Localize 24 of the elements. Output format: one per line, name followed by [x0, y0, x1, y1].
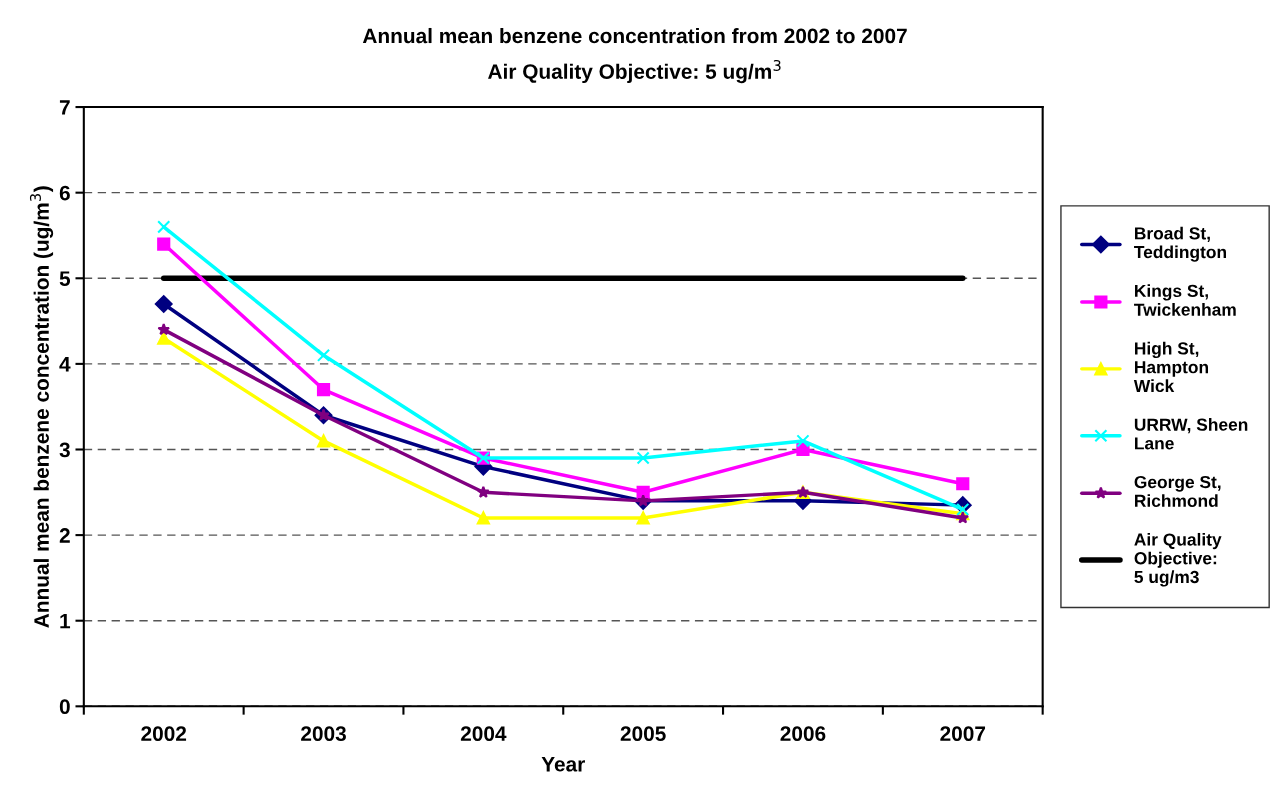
y-tick-label: 5 — [59, 271, 71, 287]
legend-label: URRW, Sheen Lane — [1134, 418, 1248, 450]
y-tick-label: 4 — [59, 357, 71, 372]
x-tick-label: 2005 — [620, 726, 666, 742]
x-axis-title: Year — [541, 757, 585, 772]
x-tick-label: 2002 — [141, 726, 187, 742]
chart-subtitle: Air Quality Objective: 5 ug/m$^{3}$ — [488, 59, 781, 84]
legend-label: Kings St, Twickenham — [1134, 284, 1236, 316]
y-axis-title: Annual mean benzene concentration (ug/m$^{3}$) — [29, 186, 54, 628]
legend-label: Air Quality Objective: 5 ug/m3 — [1134, 532, 1222, 587]
x-tick-label: 2003 — [301, 726, 346, 742]
chart-title: Annual mean benzene concentration from 2002 to 2007 — [362, 27, 907, 44]
y-tick-label: 7 — [59, 100, 70, 115]
x-tick-label: 2006 — [780, 726, 826, 742]
y-tick-label: 0 — [59, 699, 70, 715]
legend-label: George St, Richmond — [1134, 475, 1221, 507]
x-tick-label: 2007 — [940, 726, 986, 742]
y-tick-label: 1 — [60, 613, 71, 629]
legend-label: High St, Hampton Wick — [1133, 341, 1209, 393]
y-tick-label: 3 — [59, 442, 70, 458]
y-tick-label: 6 — [59, 185, 70, 201]
legend-label: Broad St, Teddington — [1134, 226, 1226, 262]
y-tick-label: 2 — [59, 528, 70, 543]
x-tick-label: 2004 — [460, 726, 507, 742]
